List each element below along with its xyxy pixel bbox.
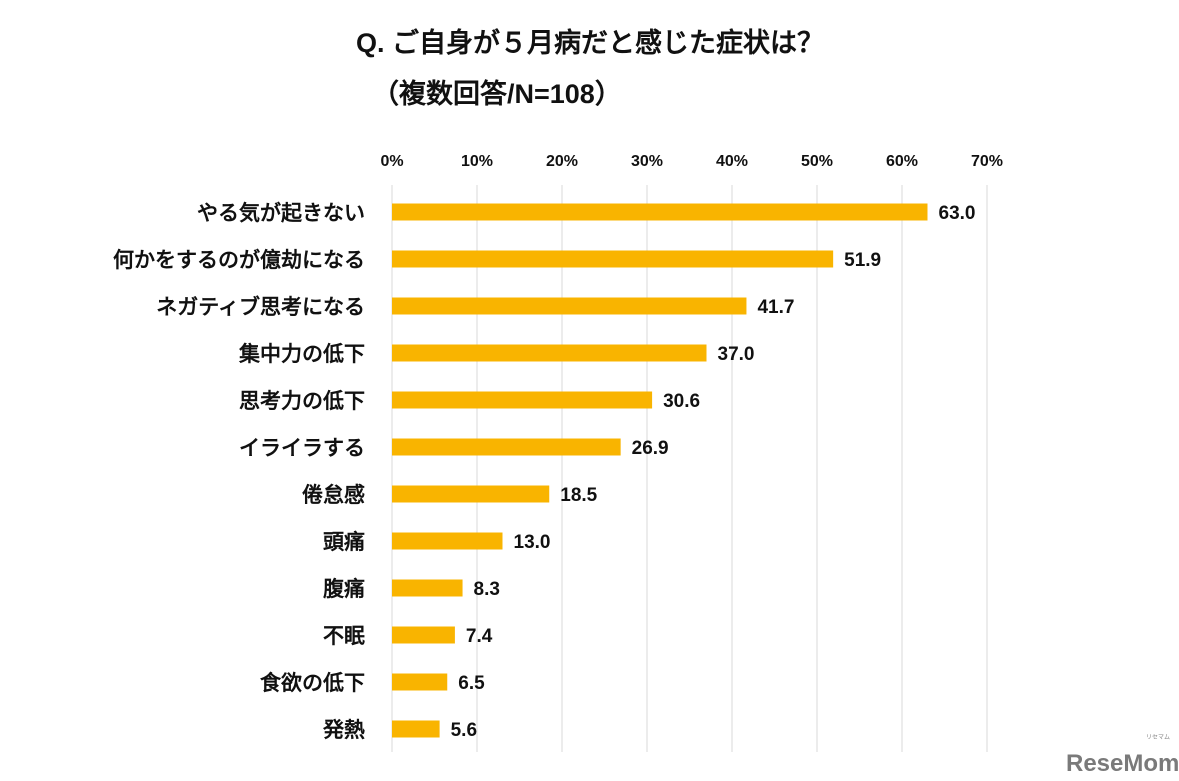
logo-subtext: リセマム — [1146, 734, 1170, 741]
data-label: 5.6 — [451, 720, 477, 741]
category-label: ネガティブ思考になる — [156, 295, 365, 319]
chart-subtitle: （複数回答/N=108） — [372, 78, 622, 109]
data-label: 51.9 — [844, 250, 881, 271]
category-label: 何かをするのが億劫になる — [113, 248, 365, 272]
x-tick-label: 40% — [716, 153, 748, 170]
category-label: イライラする — [239, 437, 365, 460]
bar — [392, 485, 550, 503]
data-label: 18.5 — [560, 485, 597, 506]
x-tick-label: 30% — [631, 153, 663, 170]
x-tick-label: 0% — [380, 153, 403, 170]
category-label: やる気が起きない — [197, 201, 365, 225]
bar — [392, 626, 455, 644]
bar — [392, 579, 463, 597]
data-label: 13.0 — [514, 532, 551, 553]
bars: やる気が起きない 63.0 何かをするのが億劫になる 51.9 ネガティブ思考になる 41… — [113, 201, 975, 742]
x-axis-ticks: 0% 10% 20% 30% 40% 50% 60% 70% — [380, 153, 1003, 170]
x-tick-label: 60% — [886, 153, 918, 170]
bar — [392, 720, 440, 738]
category-label: 不眠 — [323, 625, 365, 648]
data-label: 6.5 — [458, 673, 485, 694]
data-label: 8.3 — [474, 579, 500, 600]
bar — [392, 203, 928, 221]
x-tick-label: 70% — [971, 153, 1003, 170]
x-tick-label: 20% — [546, 153, 578, 170]
bar — [392, 250, 834, 268]
bar — [392, 391, 653, 409]
category-label: 腹痛 — [323, 577, 365, 601]
data-label: 30.6 — [663, 391, 700, 412]
category-label: 思考力の低下 — [239, 389, 365, 413]
data-label: 26.9 — [632, 438, 669, 459]
bar — [392, 344, 707, 362]
bar — [392, 297, 747, 315]
bar — [392, 673, 448, 691]
data-label: 37.0 — [718, 344, 755, 365]
data-label: 41.7 — [757, 297, 794, 318]
category-label: 発熱 — [322, 719, 365, 742]
bar — [392, 532, 503, 550]
bar — [392, 438, 621, 456]
category-label: 食欲の低下 — [260, 671, 365, 695]
category-label: 集中力の低下 — [238, 342, 365, 366]
gridlines — [391, 185, 988, 752]
x-tick-label: 10% — [461, 153, 493, 170]
data-label: 7.4 — [466, 626, 493, 647]
logo-text: ReseMom — [1066, 750, 1179, 777]
chart-title: Q. ご自身が５月病だと感じた症状は？ — [356, 27, 824, 58]
category-label: 頭痛 — [323, 530, 365, 554]
watermark-logo: リセマム ReseMom — [1066, 734, 1179, 777]
category-label: 倦怠感 — [302, 483, 365, 507]
x-tick-label: 50% — [801, 153, 833, 170]
data-label: 63.0 — [939, 203, 976, 224]
